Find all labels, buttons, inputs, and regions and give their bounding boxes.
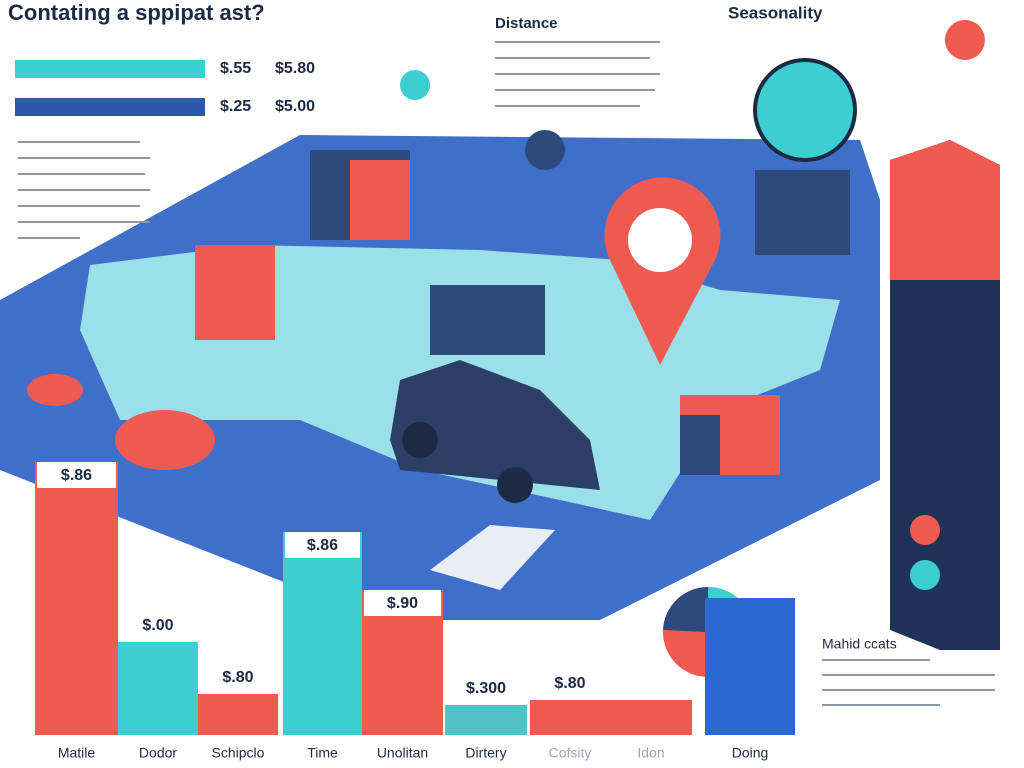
bar-label: $.80 xyxy=(222,669,253,686)
tall-bar-top xyxy=(890,140,1000,280)
text-placeholder xyxy=(18,41,995,706)
box xyxy=(680,415,720,475)
box xyxy=(755,170,850,255)
bar xyxy=(610,700,692,735)
legend-max: $5.00 xyxy=(275,98,315,115)
title: Contating a sppipat ast? xyxy=(8,0,265,25)
bar-label: $.300 xyxy=(466,680,506,697)
bar-label: $.86 xyxy=(61,467,92,484)
legend-min: $.55 xyxy=(220,60,251,77)
icon xyxy=(910,560,940,590)
bar-label: $.00 xyxy=(142,617,173,634)
category-label: Doing xyxy=(732,745,769,761)
category-label: Idon xyxy=(637,745,664,761)
flag xyxy=(430,525,555,590)
category-label: Matile xyxy=(58,745,96,761)
category-label: Dodor xyxy=(139,745,177,761)
section-label: Mahid ccats xyxy=(822,636,897,652)
label-box xyxy=(364,590,441,616)
bar xyxy=(118,642,198,735)
wheel xyxy=(497,467,533,503)
coin xyxy=(27,374,83,406)
section-label: Distance xyxy=(495,15,558,32)
bar-label: $.80 xyxy=(554,675,585,692)
coin xyxy=(115,410,215,470)
category-label: Unolitan xyxy=(377,745,428,761)
car xyxy=(390,360,600,490)
pie-slice xyxy=(663,587,708,632)
label-box xyxy=(37,462,116,488)
category-label: Schipclo xyxy=(212,745,265,761)
coin xyxy=(753,58,857,162)
bar xyxy=(705,598,795,735)
bar xyxy=(198,694,278,735)
bar-label: $.90 xyxy=(387,595,418,612)
bulb xyxy=(400,70,430,100)
category-label: Cofsity xyxy=(549,745,592,761)
section-label: Seasonality xyxy=(728,3,823,22)
bulb xyxy=(945,20,985,60)
legend-max: $5.80 xyxy=(275,60,315,77)
box xyxy=(430,285,545,355)
box xyxy=(195,245,275,340)
legend-bar xyxy=(15,60,205,78)
category-label: Dirtery xyxy=(465,745,506,761)
box xyxy=(350,160,410,240)
legend-bar xyxy=(15,98,205,116)
bar xyxy=(530,700,610,735)
bar xyxy=(445,705,527,735)
bar xyxy=(35,462,118,735)
category-label: Time xyxy=(307,745,338,761)
pin-dial xyxy=(628,208,692,272)
bar-label: $.86 xyxy=(307,537,338,554)
legend-min: $.25 xyxy=(220,98,251,115)
icon xyxy=(910,515,940,545)
coin xyxy=(525,130,565,170)
wheel xyxy=(402,422,438,458)
bar xyxy=(283,532,362,735)
label-box xyxy=(285,532,360,558)
